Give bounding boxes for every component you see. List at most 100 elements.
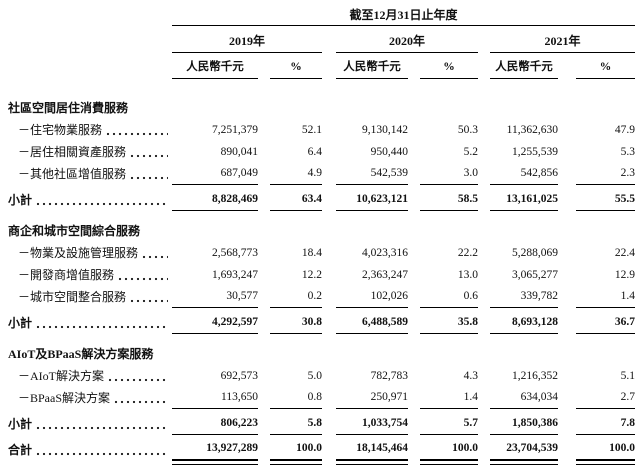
amount-2020: 9,130,142: [362, 124, 408, 136]
pct-header-2020: %: [420, 57, 478, 79]
row-label: －AIoT解決方案: [18, 369, 104, 383]
section-title: 社區空間居住消費服務: [8, 101, 129, 115]
subtotal-amount-2019: 4,292,597: [172, 311, 258, 334]
table-row: －城市空間整合服務 30,577 0.2 102,026 0.6 339,782…: [8, 286, 641, 308]
pct-2019: 52.1: [301, 124, 322, 136]
amount-2020: 250,971: [336, 386, 408, 409]
subtotal-pct-2021: 7.8: [576, 412, 635, 435]
subtotal-pct-2021: 36.7: [576, 311, 635, 334]
subtotal-pct-2019: 63.4: [270, 188, 322, 211]
amount-header-2020: 人民幣千元: [336, 57, 408, 79]
amount-2019: 692,573: [220, 370, 258, 382]
pct-2020: 50.3: [457, 124, 478, 136]
dot-leader: [117, 277, 168, 281]
section-title: 商企和城市空間綜合服務: [8, 224, 141, 238]
subtotal-pct-2021: 55.5: [576, 188, 635, 211]
amount-2019: 2,568,773: [212, 247, 258, 259]
pct-2019: 6.4: [307, 146, 322, 158]
total-pct-2020: 100.0: [420, 437, 478, 465]
dot-leader: [35, 426, 168, 430]
pct-2021: 22.4: [614, 247, 635, 259]
subtotal-row: 小計 806,223 5.8 1,033,754 5.7 1,850,386 7…: [8, 413, 641, 435]
section-title-row: 商企和城市空間綜合服務: [8, 220, 641, 242]
pct-2020: 13.0: [457, 269, 478, 281]
subtotal-pct-2020: 58.5: [420, 188, 478, 211]
amount-2019: 1,693,247: [212, 269, 258, 281]
dot-leader: [35, 452, 168, 456]
amount-2019: 7,251,379: [212, 124, 258, 136]
subtotal-amount-2020: 6,488,589: [336, 311, 408, 334]
subtotal-amount-2021: 8,693,128: [490, 311, 558, 334]
pct-2021: 5.1: [620, 370, 635, 382]
pct-2019: 18.4: [301, 247, 322, 259]
table-row: －住宅物業服務 7,251,379 52.1 9,130,142 50.3 11…: [8, 119, 641, 141]
amount-header-2021: 人民幣千元: [490, 57, 558, 79]
pct-2020: 4.3: [463, 370, 478, 382]
section-title-row: 社區空間居住消費服務: [8, 97, 641, 119]
financial-table-page: 截至12月31日止年度 2019年 2020年 2021年 人民幣千元 % 人民…: [8, 6, 641, 465]
total-pct-2019: 100.0: [270, 437, 322, 465]
amount-2021: 542,856: [490, 162, 558, 185]
row-label: －城市空間整合服務: [18, 290, 127, 304]
subtotal-pct-2020: 5.7: [420, 412, 478, 435]
total-amount-2021: 23,704,539: [490, 437, 558, 465]
amount-2021: 634,034: [490, 386, 558, 409]
subtotal-row: 小計 8,828,469 63.4 10,623,121 58.5 13,161…: [8, 189, 641, 211]
pct-2021: 47.9: [614, 124, 635, 136]
amount-2020: 782,783: [370, 370, 408, 382]
year-header-2021: 2021年: [490, 31, 635, 53]
amount-2019: 890,041: [220, 146, 258, 158]
dot-leader: [35, 202, 168, 206]
pct-2019: 0.2: [270, 285, 322, 308]
pct-header-2021: %: [576, 57, 635, 79]
table-years-row: 2019年 2020年 2021年: [8, 31, 641, 53]
subtotal-label: 小計: [8, 316, 33, 330]
total-amount-2019: 13,927,289: [172, 437, 258, 465]
year-header-2020: 2020年: [336, 31, 478, 53]
dot-leader: [113, 400, 168, 404]
subtotal-amount-2021: 1,850,386: [490, 412, 558, 435]
subtotal-label: 小計: [8, 417, 33, 431]
year-header-2019: 2019年: [172, 31, 322, 53]
pct-2020: 22.2: [457, 247, 478, 259]
amount-2019: 113,650: [172, 386, 258, 409]
section-title-row: AIoT及BPaaS解決方案服務: [8, 343, 641, 365]
table-subheader-row: 人民幣千元 % 人民幣千元 % 人民幣千元 %: [8, 57, 641, 79]
pct-2019: 5.0: [307, 370, 322, 382]
subtotal-label: 小計: [8, 193, 33, 207]
dot-leader: [35, 325, 168, 329]
pct-2019: 4.9: [270, 162, 322, 185]
amount-2020: 2,363,247: [362, 269, 408, 281]
table-row: －BPaaS解決方案 113,650 0.8 250,971 1.4 634,0…: [8, 387, 641, 409]
row-label: －住宅物業服務: [18, 123, 103, 137]
pct-2019: 0.8: [270, 386, 322, 409]
pct-2021: 12.9: [614, 269, 635, 281]
amount-2021: 339,782: [490, 285, 558, 308]
subtotal-pct-2019: 5.8: [270, 412, 322, 435]
amount-2020: 950,440: [370, 146, 408, 158]
period-header: 截至12月31日止年度: [172, 6, 635, 26]
total-pct-2021: 100.0: [576, 437, 635, 465]
row-label: －居住相關資產服務: [18, 145, 127, 159]
row-label: －其他社區增值服務: [18, 167, 127, 181]
subtotal-amount-2020: 10,623,121: [336, 188, 408, 211]
row-label: －開發商增值服務: [18, 268, 115, 282]
dot-leader: [107, 378, 168, 382]
pct-2020: 1.4: [420, 386, 478, 409]
amount-2019: 30,577: [172, 285, 258, 308]
dot-leader: [129, 299, 168, 303]
total-row: 合計 13,927,289 100.0 18,145,464 100.0 23,…: [8, 437, 641, 465]
subtotal-pct-2019: 30.8: [270, 311, 322, 334]
table-row: －開發商增值服務 1,693,247 12.2 2,363,247 13.0 3…: [8, 264, 641, 286]
subtotal-amount-2019: 8,828,469: [172, 188, 258, 211]
pct-2021: 2.3: [576, 162, 635, 185]
pct-2020: 0.6: [420, 285, 478, 308]
subtotal-amount-2021: 13,161,025: [490, 188, 558, 211]
dot-leader: [105, 132, 168, 136]
total-label: 合計: [8, 443, 33, 457]
table-row: －居住相關資產服務 890,041 6.4 950,440 5.2 1,255,…: [8, 141, 641, 163]
pct-2020: 5.2: [463, 146, 478, 158]
subtotal-amount-2020: 1,033,754: [336, 412, 408, 435]
row-label: －BPaaS解決方案: [18, 391, 111, 405]
dot-leader: [129, 176, 168, 180]
